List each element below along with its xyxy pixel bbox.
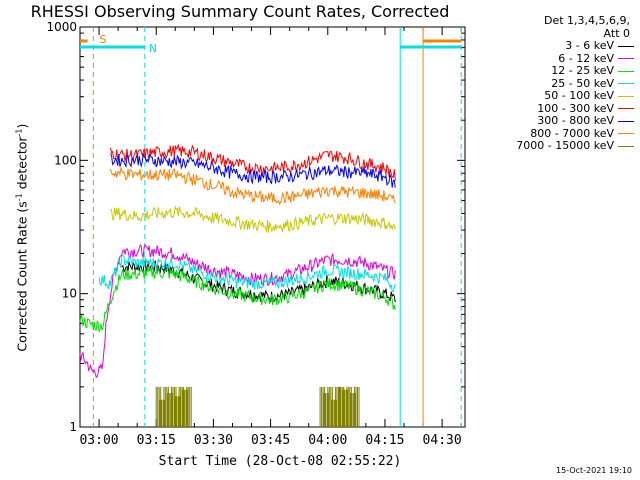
series-line-6 [110,153,396,188]
x-tick-label: 03:30 [194,433,233,448]
legend-item: 7000 - 15000 keV [482,139,634,153]
legend-item: 3 - 6 keV [482,39,634,53]
legend-item: 50 - 100 keV [482,89,634,103]
legend-swatch [618,95,634,97]
legend-label: 800 - 7000 keV [530,126,614,140]
legend-header-line2: Att 0 [603,27,630,40]
plot-frame [79,26,466,428]
legend-swatch [618,58,634,60]
x-tick-label: 04:00 [308,433,347,448]
x-tick-label: 04:15 [365,433,404,448]
y-tick-label: 100 [54,153,77,167]
legend-swatch [618,45,634,47]
legend-swatch [618,70,634,72]
legend-label: 300 - 800 keV [537,114,614,127]
legend-label: 6 - 12 keV [558,51,614,65]
legend-swatch [618,108,634,110]
series-line-8 [155,386,360,427]
series-line-7 [110,166,396,206]
x-axis-label: Start Time (28-Oct-08 02:55:22) [158,454,402,469]
chart-title: RHESSI Observing Summary Count Rates, Co… [30,2,450,21]
legend-item: 100 - 300 keV [482,101,634,116]
series-line-2 [79,265,396,333]
x-tick-label: 03:15 [137,433,176,448]
y-tick-label: 1000 [46,20,77,34]
y-tick-label: 1 [69,420,77,434]
legend-label: 25 - 50 keV [551,76,614,90]
y-tick-label: 10 [62,287,77,301]
footer-timestamp: 15-Oct-2021 19:10 [556,466,632,475]
legend-label: 7000 - 15000 keV [516,139,614,152]
legend-item: 6 - 12 keV [482,51,634,66]
legend-item: 800 - 7000 keV [482,126,634,141]
series-line-3 [98,254,396,293]
legend-label: 50 - 100 keV [544,89,614,102]
x-tick-label: 04:30 [423,433,462,448]
night-label: N [149,42,157,55]
legend-swatch [618,145,634,147]
series-line-1 [79,243,396,379]
legend-header-line1: Det 1,3,4,5,6,9, [543,14,630,27]
legend-label: 100 - 300 keV [537,101,614,115]
legend-label: 3 - 6 keV [565,39,614,52]
legend-swatch [618,133,634,135]
x-tick-label: 03:45 [251,433,290,448]
legend-item: 12 - 25 keV [482,64,634,78]
y-axis-label: Corrected Count Rate (s-1 detector-1) [14,123,30,352]
legend-item: 300 - 800 keV [482,114,634,128]
series-line-5 [110,143,396,181]
x-tick-label: 03:00 [79,433,118,448]
legend-label: 12 - 25 keV [551,64,614,77]
legend-item: 25 - 50 keV [482,76,634,91]
legend: Det 1,3,4,5,6,9, Att 0 3 - 6 keV 6 - 12 k… [482,14,634,153]
legend-swatch [618,83,634,85]
series-line-4 [110,205,396,233]
legend-swatch [618,120,634,122]
saa-label: S [99,33,106,46]
series-line-0 [121,260,396,303]
legend-rows: 3 - 6 keV 6 - 12 keV 12 - 25 keV 25 - 50 ke… [482,39,634,153]
